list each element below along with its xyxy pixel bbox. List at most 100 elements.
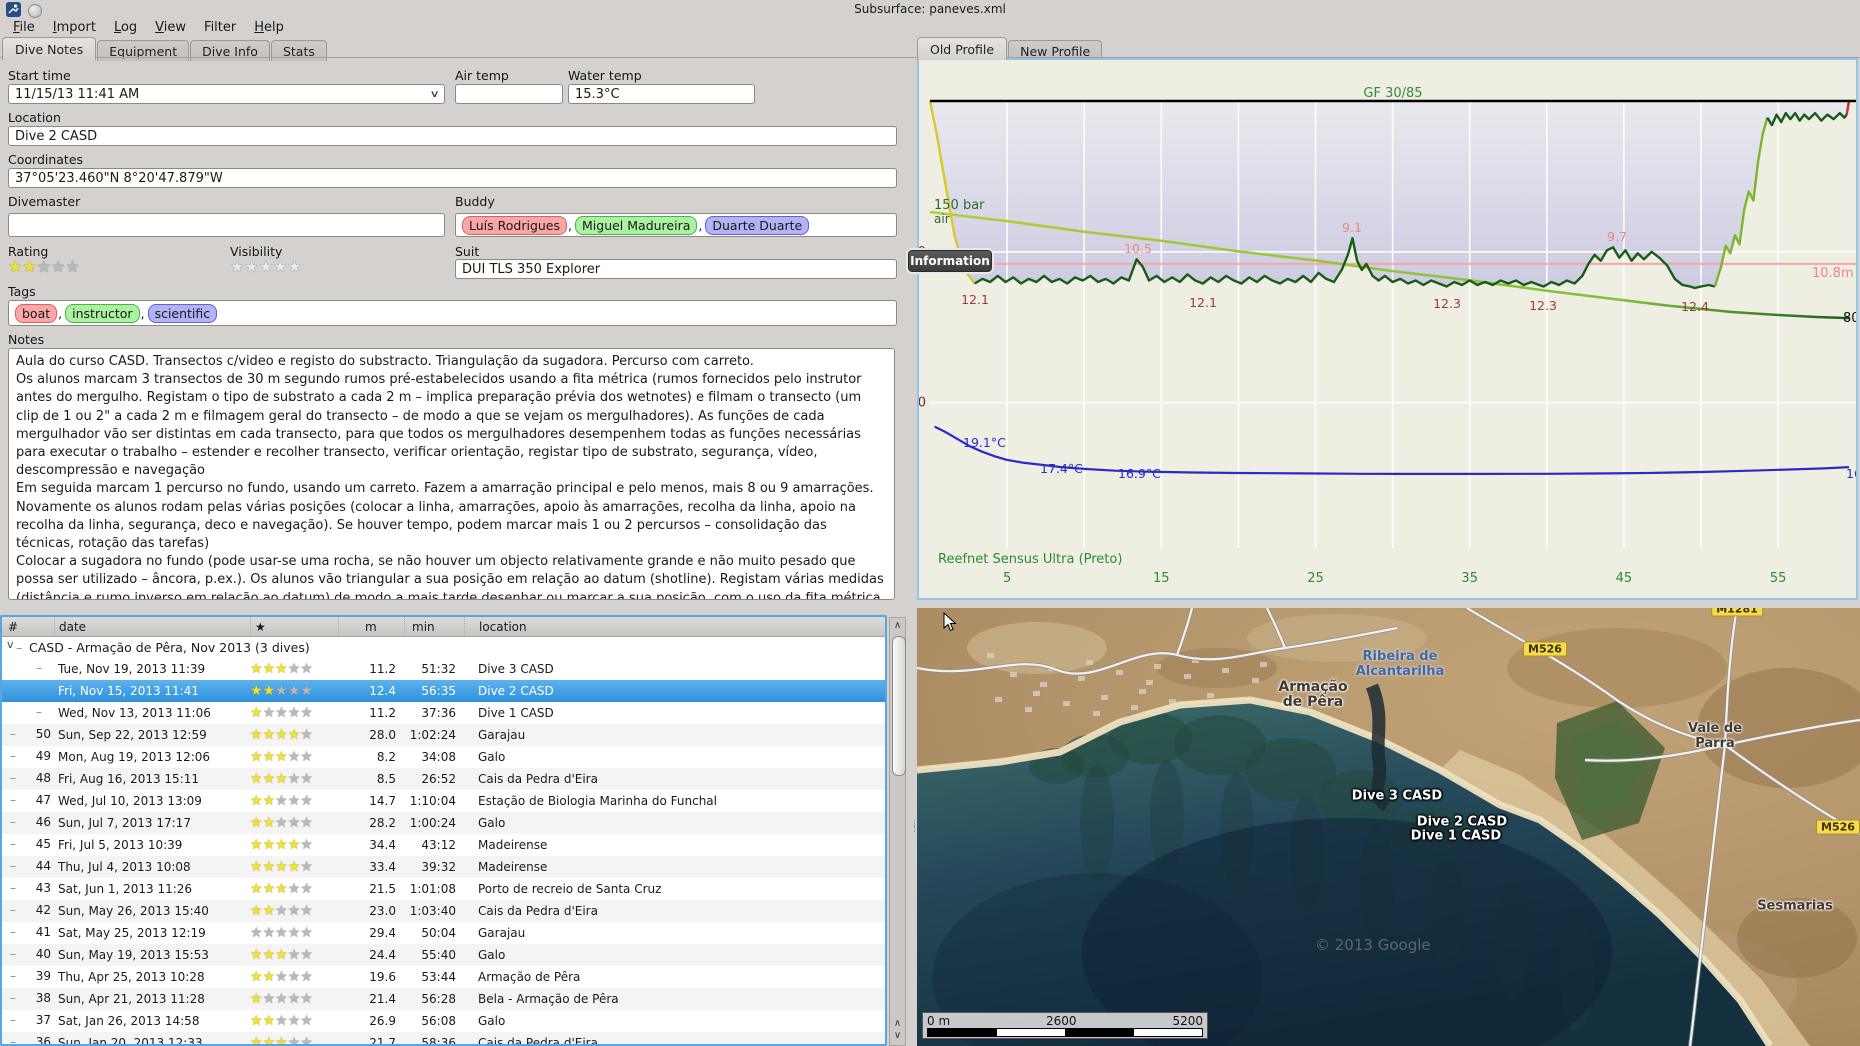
- tab-equipment[interactable]: Equipment: [97, 40, 190, 61]
- star-empty-icon[interactable]: ★: [275, 815, 288, 831]
- menu-import[interactable]: Import: [52, 20, 96, 35]
- star-empty-icon[interactable]: ★: [300, 1013, 313, 1029]
- rating-stars[interactable]: ★★★★★: [8, 258, 80, 276]
- dive-row[interactable]: –42 Sun, May 26, 2013 15:40 ★★★★★ 23.0 1:03:…: [2, 900, 885, 922]
- star-filled-icon[interactable]: ★: [275, 947, 288, 963]
- dive-row[interactable]: –41 Sat, May 25, 2013 12:19 ★★★★★ 29.4 50:04…: [2, 922, 885, 944]
- dive-row[interactable]: –46 Sun, Jul 7, 2013 17:17 ★★★★★ 28.2 1:00:2…: [2, 812, 885, 834]
- information-button[interactable]: Information: [906, 248, 994, 274]
- divemaster-field[interactable]: [8, 213, 445, 237]
- dive-row[interactable]: –45 Fri, Jul 5, 2013 10:39 ★★★★★ 34.4 43:12 M…: [2, 834, 885, 856]
- star-empty-icon[interactable]: ★: [287, 881, 301, 897]
- star-filled-icon[interactable]: ★: [250, 771, 263, 787]
- air-temp-field[interactable]: [455, 84, 563, 104]
- dive-row[interactable]: –48 Fri, Aug 16, 2013 15:11 ★★★★★ 8.5 26:52 C…: [2, 768, 885, 790]
- star-empty-icon[interactable]: ★: [300, 881, 313, 897]
- star-empty-icon[interactable]: ★: [262, 925, 276, 941]
- star-filled-icon[interactable]: ★: [262, 1013, 276, 1029]
- menu-help[interactable]: Help: [254, 20, 284, 35]
- buddy-pill[interactable]: Luís Rodrigues: [462, 215, 568, 235]
- star-filled-icon[interactable]: ★: [275, 661, 288, 677]
- column-header-date[interactable]: date: [54, 617, 250, 636]
- dive-row[interactable]: –37 Sat, Jan 26, 2013 14:58 ★★★★★ 26.9 56:08…: [2, 1010, 885, 1032]
- star-filled-icon[interactable]: ★: [250, 661, 263, 677]
- star-filled-icon[interactable]: ★: [275, 771, 288, 787]
- star-filled-icon[interactable]: ★: [262, 749, 276, 765]
- star-filled-icon[interactable]: ★: [250, 903, 263, 919]
- column-header-num[interactable]: #: [8, 619, 19, 634]
- star-filled-icon[interactable]: ★: [287, 837, 301, 853]
- water-temp-field[interactable]: 15.3°C: [568, 84, 755, 104]
- dive-row[interactable]: –49 Mon, Aug 19, 2013 12:06 ★★★★★ 8.2 34:08 G…: [2, 746, 885, 768]
- star-empty-icon[interactable]: ★: [300, 705, 313, 721]
- star-empty-icon[interactable]: ★: [36, 257, 52, 276]
- star-filled-icon[interactable]: ★: [262, 815, 276, 831]
- star-filled-icon[interactable]: ★: [250, 881, 263, 897]
- star-empty-icon[interactable]: ★: [273, 257, 288, 276]
- dive-site-marker[interactable]: Dive 3 CASD: [1351, 788, 1443, 804]
- dive-row[interactable]: –39 Thu, Apr 25, 2013 10:28 ★★★★★ 19.6 53:44…: [2, 966, 885, 988]
- dive-row[interactable]: –47 Wed, Jul 10, 2013 13:09 ★★★★★ 14.7 1:10:…: [2, 790, 885, 812]
- scroll-up-icon[interactable]: ∧: [893, 620, 902, 631]
- visibility-stars[interactable]: ★★★★★: [230, 258, 302, 276]
- star-filled-icon[interactable]: ★: [275, 727, 288, 743]
- star-empty-icon[interactable]: ★: [300, 683, 313, 699]
- star-filled-icon[interactable]: ★: [250, 793, 263, 809]
- star-empty-icon[interactable]: ★: [287, 257, 302, 276]
- star-empty-icon[interactable]: ★: [65, 257, 80, 276]
- star-empty-icon[interactable]: ★: [287, 749, 301, 765]
- tab-old-profile[interactable]: Old Profile: [917, 37, 1008, 60]
- star-empty-icon[interactable]: ★: [275, 705, 288, 721]
- star-empty-icon[interactable]: ★: [287, 815, 301, 831]
- dive-site-map[interactable]: Armação de Pêra Ribeira de Alcantarilha Va…: [917, 608, 1860, 1046]
- star-filled-icon[interactable]: ★: [275, 1035, 288, 1046]
- menu-filter[interactable]: Filter: [204, 20, 237, 35]
- star-empty-icon[interactable]: ★: [287, 991, 301, 1007]
- dive-site-marker[interactable]: Dive 1 CASD: [1410, 828, 1502, 844]
- star-empty-icon[interactable]: ★: [300, 815, 313, 831]
- star-filled-icon[interactable]: ★: [8, 257, 23, 276]
- column-header-duration[interactable]: min: [404, 617, 464, 636]
- star-filled-icon[interactable]: ★: [262, 837, 276, 853]
- star-empty-icon[interactable]: ★: [300, 859, 313, 875]
- star-empty-icon[interactable]: ★: [300, 903, 313, 919]
- buddy-field[interactable]: Luís Rodrigues, Miguel Madureira, Duarte D…: [455, 213, 897, 237]
- star-empty-icon[interactable]: ★: [275, 991, 288, 1007]
- dive-row[interactable]: –43 Sat, Jun 1, 2013 11:26 ★★★★★ 21.5 1:01:0…: [2, 878, 885, 900]
- star-filled-icon[interactable]: ★: [275, 881, 288, 897]
- star-empty-icon[interactable]: ★: [287, 969, 301, 985]
- star-empty-icon[interactable]: ★: [287, 925, 301, 941]
- star-filled-icon[interactable]: ★: [287, 727, 301, 743]
- star-filled-icon[interactable]: ★: [262, 881, 276, 897]
- star-empty-icon[interactable]: ★: [262, 991, 276, 1007]
- column-header-stars[interactable]: ★: [250, 617, 338, 636]
- star-filled-icon[interactable]: ★: [262, 1035, 276, 1046]
- dive-site-marker[interactable]: Dive 2 CASD: [1416, 814, 1508, 830]
- star-filled-icon[interactable]: ★: [275, 749, 288, 765]
- star-empty-icon[interactable]: ★: [300, 793, 313, 809]
- scroll-up-icon[interactable]: ∧: [893, 1018, 902, 1029]
- dive-row[interactable]: –40 Sun, May 19, 2013 15:53 ★★★★★ 24.4 55:40…: [2, 944, 885, 966]
- dive-row[interactable]: –36 Sun, Jan 20, 2013 12:33 ★★★★★ 21.7 58:36…: [2, 1032, 885, 1046]
- menu-file[interactable]: File: [13, 20, 35, 35]
- star-filled-icon[interactable]: ★: [250, 815, 263, 831]
- dive-row[interactable]: – Tue, Nov 19, 2013 11:39 ★★★★★ 11.2 51:32 Di…: [2, 658, 885, 680]
- star-filled-icon[interactable]: ★: [250, 727, 263, 743]
- star-filled-icon[interactable]: ★: [250, 1013, 263, 1029]
- star-filled-icon[interactable]: ★: [275, 837, 288, 853]
- buddy-pill[interactable]: Duarte Duarte: [705, 215, 810, 235]
- suit-field[interactable]: DUI TLS 350 Explorer: [455, 259, 897, 279]
- coordinates-field[interactable]: 37°05'23.460"N 8°20'47.879"W: [8, 168, 897, 188]
- menu-log[interactable]: Log: [113, 20, 138, 35]
- star-filled-icon[interactable]: ★: [262, 903, 276, 919]
- tab-dive-info[interactable]: Dive Info: [190, 40, 270, 61]
- dive-row[interactable]: –50 Sun, Sep 22, 2013 12:59 ★★★★★ 28.0 1:02:…: [2, 724, 885, 746]
- star-empty-icon[interactable]: ★: [287, 1035, 301, 1046]
- star-empty-icon[interactable]: ★: [300, 661, 313, 677]
- collapse-chevron-icon[interactable]: v: [7, 638, 14, 651]
- star-filled-icon[interactable]: ★: [262, 859, 276, 875]
- scroll-down-icon[interactable]: ∨: [893, 1030, 902, 1041]
- star-empty-icon[interactable]: ★: [51, 257, 66, 276]
- star-empty-icon[interactable]: ★: [262, 705, 276, 721]
